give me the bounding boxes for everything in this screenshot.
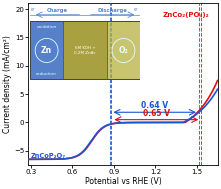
Text: 0.64 V: 0.64 V [141, 101, 168, 110]
Y-axis label: Current density (mA/cm²): Current density (mA/cm²) [4, 35, 12, 133]
X-axis label: Potential vs RHE (V): Potential vs RHE (V) [84, 177, 161, 186]
Text: ZnCo₂(PO₄)₂: ZnCo₂(PO₄)₂ [162, 12, 209, 18]
Text: 0.65 V: 0.65 V [143, 109, 170, 118]
Text: ZnCoP₂O₇: ZnCoP₂O₇ [31, 153, 66, 160]
